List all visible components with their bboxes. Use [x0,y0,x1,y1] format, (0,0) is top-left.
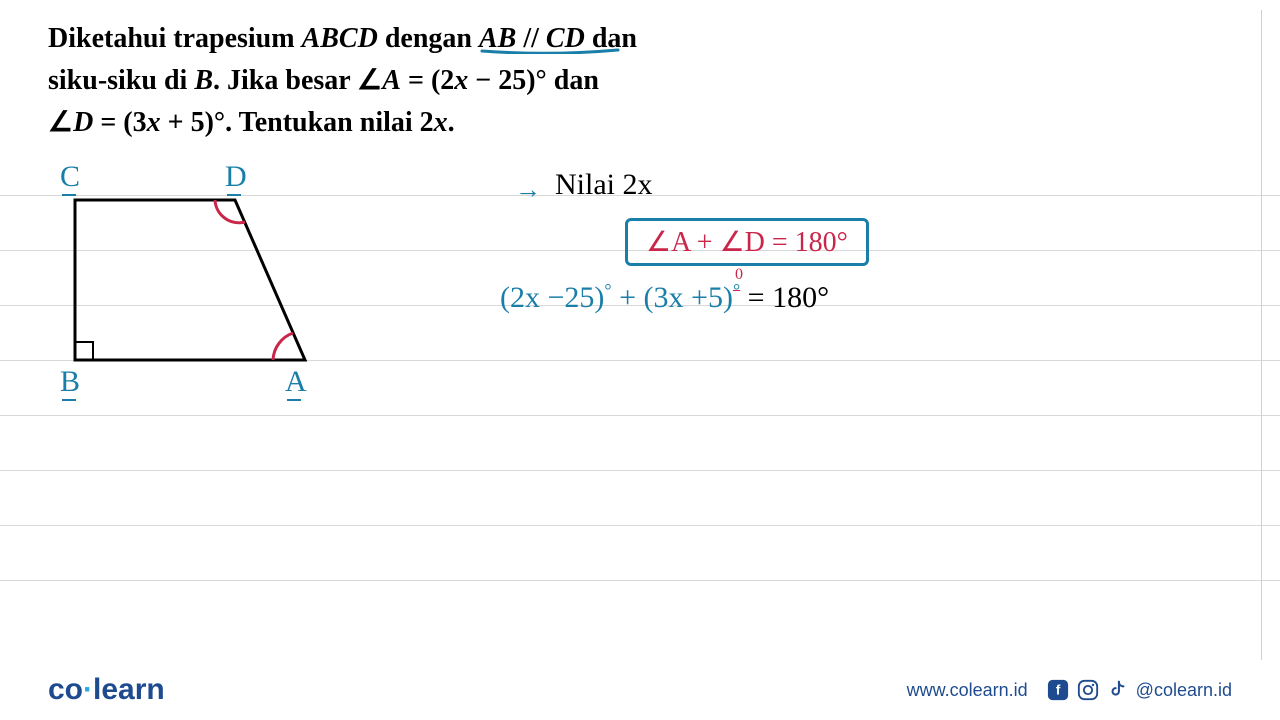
facebook-icon: f [1046,678,1070,702]
text-b: B [194,65,213,96]
text-a: A [382,65,401,96]
eq-rhs: 180° [772,281,829,314]
vertex-label-b: B [60,365,80,399]
logo-co: co [48,673,83,706]
text: = (3 [93,107,146,138]
vertex-label-d: D [225,160,247,194]
equation-line-2: (2x −25)° + (3x +5)°0 = 180° [500,280,829,315]
nilai-heading: Nilai 2x [555,168,653,202]
text: . [448,107,455,138]
text: siku-siku di [48,65,194,96]
eq-part: (3x +5) [644,281,733,314]
arrow-icon: → [515,175,541,205]
footer-url: www.colearn.id [907,680,1028,701]
text: + 5)°. Tentukan nilai 2 [161,107,434,138]
text-abcd: ABCD [302,23,378,54]
text-x: x [454,65,468,96]
text: Diketahui trapesium [48,23,302,54]
instagram-icon [1076,678,1100,702]
eq-repl: 0 [735,266,743,284]
underline-highlight [480,48,620,54]
tiktok-icon [1106,678,1130,702]
text-x: x [147,107,161,138]
footer-bar: co·learn www.colearn.id f @colearn.id [0,660,1280,720]
eq-eq: = [740,281,772,314]
boxed-equation: ∠A + ∠D = 180° [625,218,869,266]
social-group: f @colearn.id [1046,678,1232,702]
text: . Jika besar ∠ [213,65,382,96]
eq-plus: + [612,281,644,314]
text-x: x [434,107,448,138]
eq-deg: ° [604,280,611,300]
text: = (2 [401,65,454,96]
trapezium-diagram [55,165,335,375]
logo-learn: learn [93,673,165,706]
text: dengan [378,23,479,54]
footer-right: www.colearn.id f @colearn.id [907,678,1232,702]
vertex-label-a: A [285,365,307,399]
brand-logo: co·learn [48,673,165,707]
logo-dot: · [83,673,93,706]
text: ∠ [48,107,73,138]
problem-statement: Diketahui trapesium ABCD dengan AB // CD… [48,18,637,144]
social-handle: @colearn.id [1136,680,1232,701]
svg-text:f: f [1055,683,1060,698]
margin-rule [1261,10,1262,660]
eq-part: (2x −25) [500,281,604,314]
vertex-label-c: C [60,160,80,194]
text: − 25)° dan [468,65,599,96]
text-d: D [73,107,93,138]
